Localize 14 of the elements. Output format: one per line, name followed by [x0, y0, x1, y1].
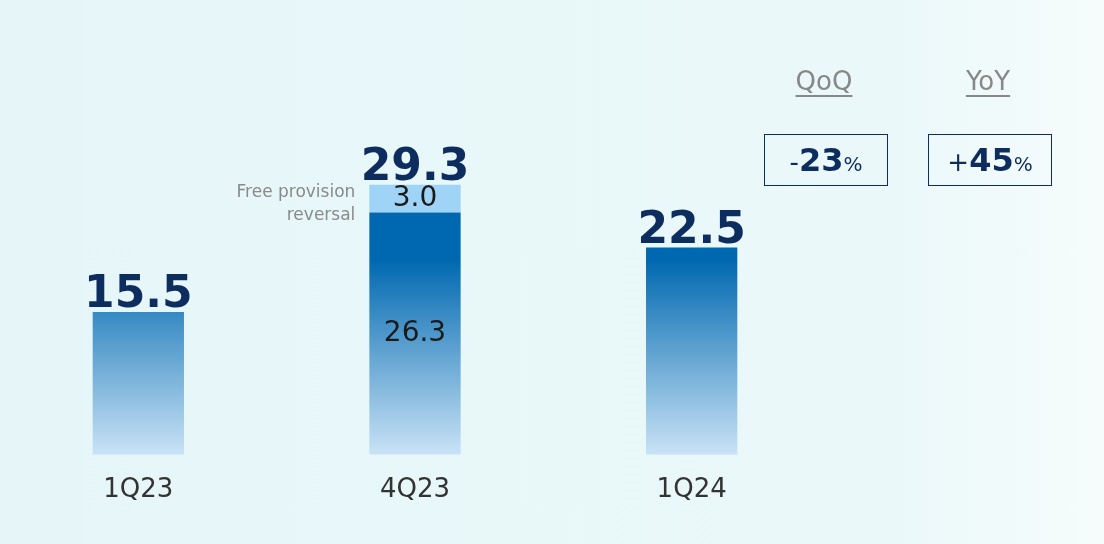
data-label: 26.3	[383, 314, 447, 348]
text: YoY	[964, 66, 1012, 96]
x-tick-label: 1Q23	[103, 473, 174, 504]
series-label: Free provision reversal	[236, 181, 356, 225]
x-tick-label: 1Q24	[656, 473, 727, 504]
bar	[646, 247, 738, 455]
total-label: 15.5	[84, 266, 193, 318]
bar	[369, 212, 461, 455]
text: QoQ	[794, 66, 854, 96]
text: -23%	[789, 140, 863, 181]
total-label: 22.5	[637, 201, 746, 253]
x-tick-label: 4Q23	[379, 473, 451, 504]
bar	[92, 311, 184, 455]
text: +45%	[947, 140, 1033, 181]
